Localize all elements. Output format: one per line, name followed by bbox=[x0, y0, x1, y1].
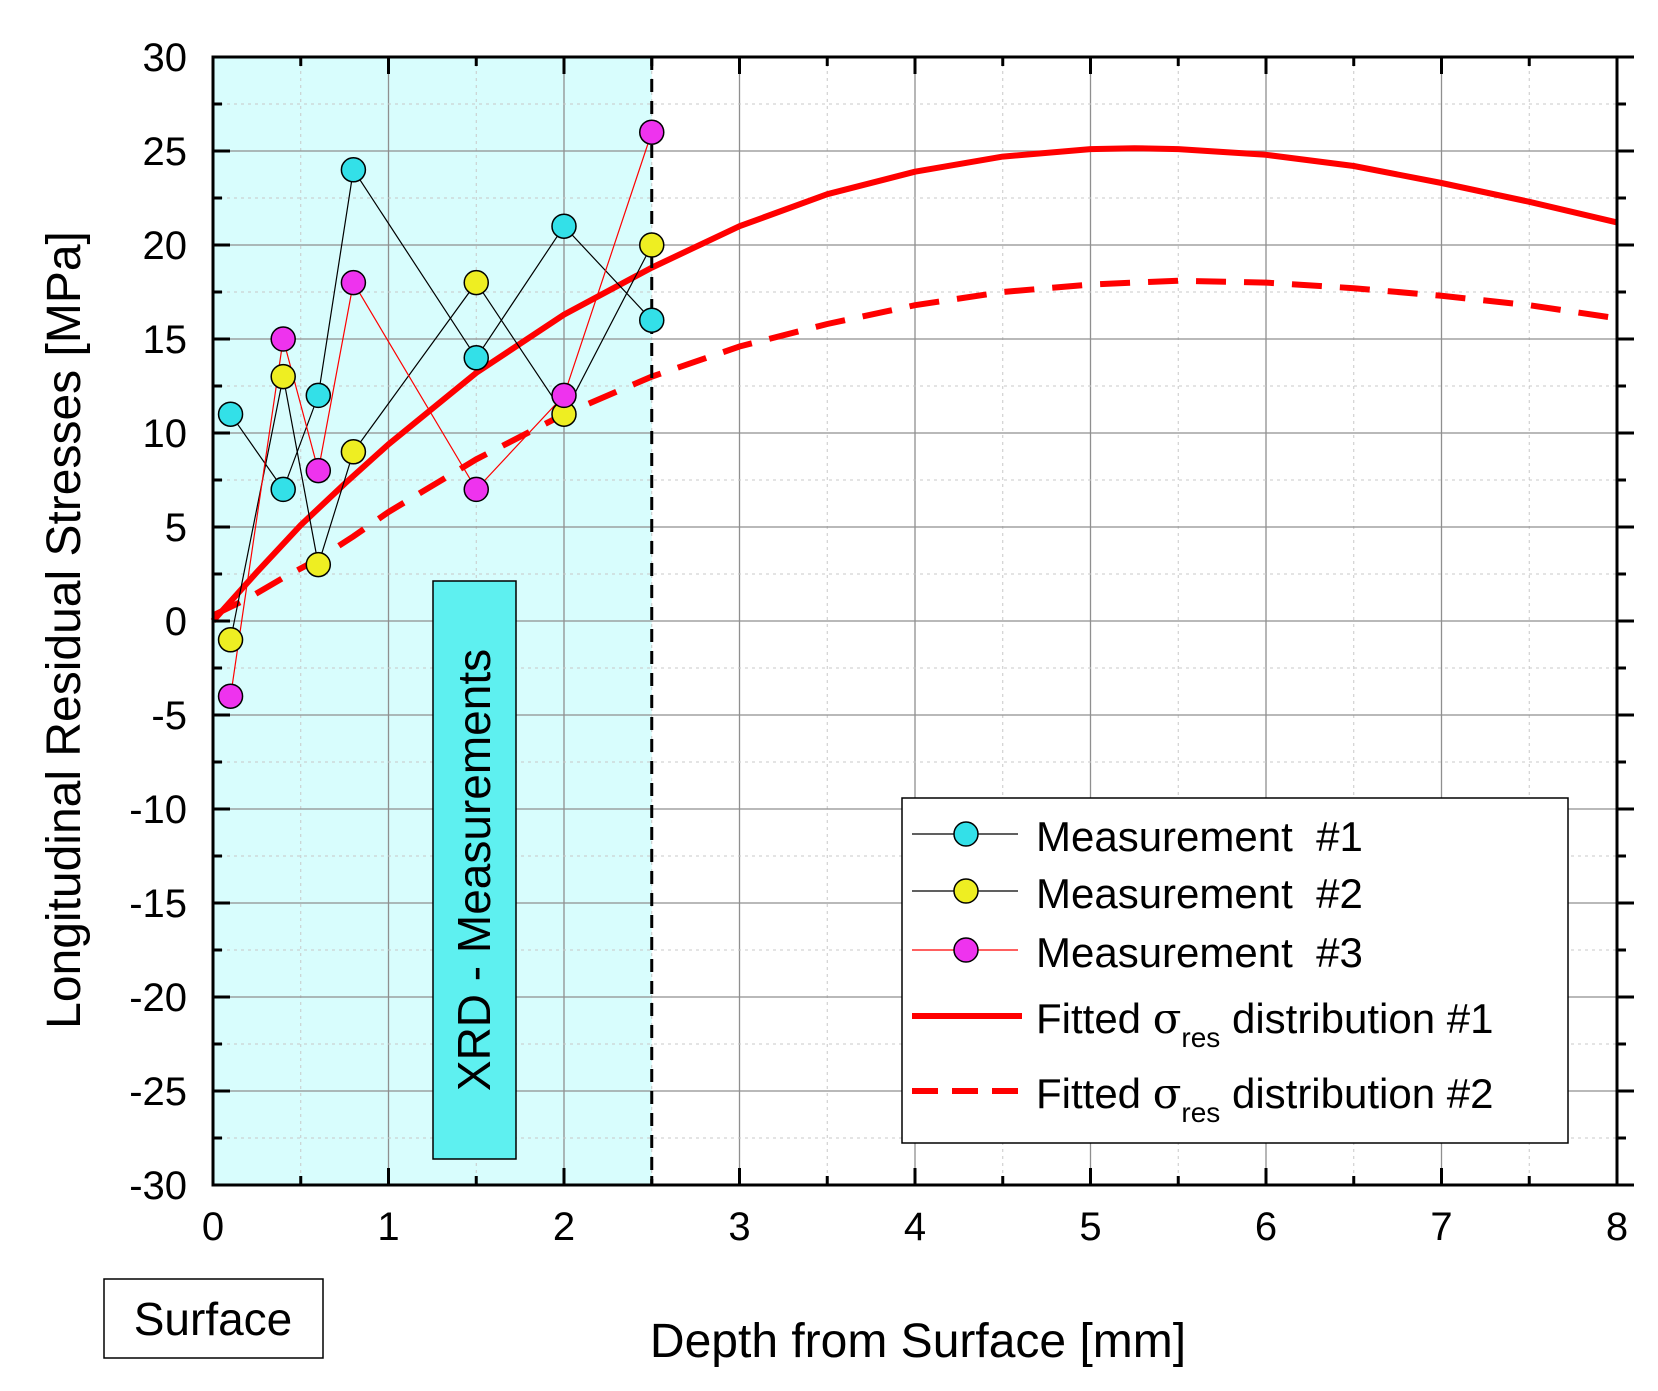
legend-entry-3: Measurement #3 bbox=[912, 929, 1363, 976]
measurement-2-point bbox=[270, 363, 296, 390]
legend-marker-1 bbox=[953, 821, 979, 847]
x-tick-label: 7 bbox=[1430, 1205, 1452, 1249]
measurement-3-point bbox=[463, 476, 489, 503]
measurement-series bbox=[217, 119, 665, 709]
x-tick-label: 4 bbox=[904, 1205, 926, 1249]
measurement-3-point bbox=[305, 457, 332, 484]
legend-entry-4: Fitted σres distribution #1 bbox=[912, 994, 1493, 1053]
measurement-2-point bbox=[217, 627, 244, 653]
x-tick-label: 8 bbox=[1606, 1205, 1628, 1249]
measurement-3-point bbox=[270, 326, 296, 352]
measurement-1-point bbox=[305, 382, 332, 409]
tick-labels: 0 1 2 3 4 5 6 7 8 -30 -25 -20 -15 -10 -5 0 5 10 15 20 25 30 bbox=[129, 36, 1628, 1249]
measurement-1-point bbox=[270, 476, 296, 503]
y-tick-label: -25 bbox=[129, 1070, 187, 1114]
measurement-2-point bbox=[305, 551, 332, 578]
y-tick-label: 0 bbox=[165, 600, 187, 644]
y-tick-label: -5 bbox=[151, 694, 187, 738]
x-tick-label: 3 bbox=[728, 1205, 750, 1249]
measurement-2-point bbox=[639, 232, 665, 258]
measurement-1-point bbox=[463, 345, 489, 371]
legend-marker-2 bbox=[953, 878, 979, 904]
x-tick-label: 2 bbox=[553, 1205, 575, 1249]
y-tick-label: -10 bbox=[129, 788, 187, 832]
y-tick-label: 25 bbox=[143, 130, 188, 174]
legend-entry-5: Fitted σres distribution #2 bbox=[912, 1069, 1493, 1128]
legend-label-4: Fitted σres distribution #1 bbox=[1036, 994, 1493, 1053]
y-tick-label: -30 bbox=[129, 1164, 187, 1208]
y-tick-label: 5 bbox=[165, 506, 187, 550]
measurement-2-point bbox=[340, 439, 367, 465]
y-tick-label: 15 bbox=[143, 318, 188, 362]
legend: Measurement #1 Measurement #2 Measuremen… bbox=[901, 797, 1569, 1144]
fitted-curves bbox=[210, 145, 1618, 624]
measurement-1-point bbox=[551, 213, 577, 239]
x-axis-title: Depth from Surface [mm] bbox=[650, 1315, 1186, 1368]
legend-label-5: Fitted σres distribution #2 bbox=[1036, 1069, 1493, 1128]
axis-ticks bbox=[211, 55, 1634, 1187]
legend-marker-3 bbox=[953, 937, 979, 963]
measurement-1-point bbox=[639, 307, 665, 333]
x-tick-label: 6 bbox=[1255, 1205, 1277, 1249]
fitted-curve-2 bbox=[211, 277, 1618, 619]
x-tick-label: 5 bbox=[1079, 1205, 1101, 1249]
y-tick-label: -15 bbox=[129, 882, 187, 926]
measurement-1-point bbox=[340, 157, 367, 183]
fitted-curve-1 bbox=[210, 145, 1618, 624]
x-tick-label: 1 bbox=[377, 1205, 399, 1249]
y-tick-label: 10 bbox=[143, 412, 188, 456]
x-tick-label: 0 bbox=[202, 1205, 224, 1249]
y-tick-label: 30 bbox=[143, 36, 188, 80]
legend-box bbox=[901, 797, 1569, 1144]
measurement-2-point bbox=[463, 269, 489, 296]
y-tick-label: -20 bbox=[129, 976, 187, 1020]
legend-entry-1: Measurement #1 bbox=[912, 813, 1363, 860]
surface-label: Surface bbox=[134, 1293, 293, 1345]
legend-label-2: Measurement #2 bbox=[1036, 870, 1363, 917]
legend-label-1: Measurement #1 bbox=[1036, 813, 1363, 860]
legend-label-3: Measurement #3 bbox=[1036, 929, 1363, 976]
y-tick-label: 20 bbox=[143, 224, 188, 268]
xrd-label-box: XRD - Measurements bbox=[432, 580, 517, 1160]
measurement-3-point bbox=[340, 269, 367, 296]
y-axis-title: Longitudinal Residual Stresses [MPa] bbox=[38, 231, 91, 1029]
measurement-1-point bbox=[217, 401, 244, 427]
measurement-3-point bbox=[639, 119, 665, 145]
legend-entry-2: Measurement #2 bbox=[912, 870, 1363, 917]
measurement-3-point bbox=[217, 683, 244, 709]
measurement-3-point bbox=[551, 382, 577, 409]
surface-label-box: Surface bbox=[103, 1278, 324, 1359]
xrd-region-label: XRD - Measurements bbox=[448, 649, 500, 1091]
